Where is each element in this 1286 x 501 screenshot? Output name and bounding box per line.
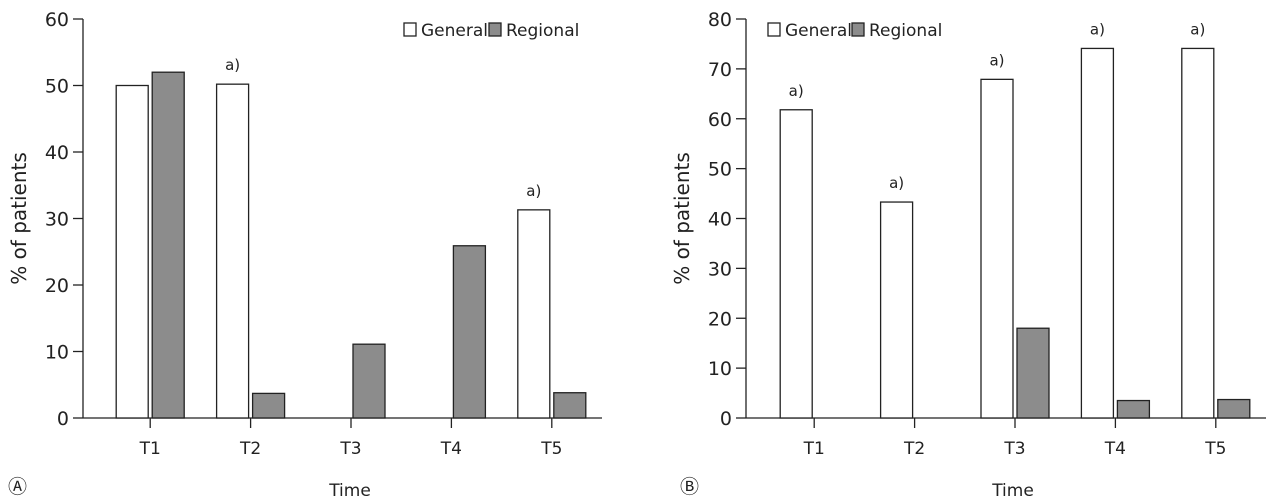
annotation-label: a) xyxy=(889,174,904,192)
annotation-label: a) xyxy=(789,82,804,100)
x-axis-title: Time xyxy=(991,481,1034,501)
annotation-label: a) xyxy=(989,51,1004,69)
y-axis-title: % of patients xyxy=(670,152,694,285)
y-tick-label: 40 xyxy=(45,142,69,164)
y-tick-label: 0 xyxy=(720,408,732,430)
x-tick-label: T2 xyxy=(903,439,925,459)
x-tick-label: T1 xyxy=(139,439,161,459)
y-tick-label: 40 xyxy=(708,209,732,231)
annotation-label: a) xyxy=(1090,20,1105,38)
legend-swatch-general xyxy=(403,22,417,37)
y-tick-label: 60 xyxy=(45,9,69,31)
y-tick-label: 60 xyxy=(708,109,732,131)
y-tick-label: 10 xyxy=(45,342,69,364)
y-tick-label: 50 xyxy=(45,76,69,98)
y-tick-label: 20 xyxy=(708,308,732,330)
legend-label-regional: Regional xyxy=(506,21,579,41)
bar-general-t4 xyxy=(1080,47,1115,419)
legend-label-general: General xyxy=(785,21,852,41)
x-axis-title: Time xyxy=(328,481,371,501)
legend-swatch-regional xyxy=(851,22,865,37)
annotation-label: a) xyxy=(526,182,541,200)
bar-regional-t3 xyxy=(352,343,386,419)
bar-regional-t5 xyxy=(553,392,587,419)
x-tick-label: T4 xyxy=(1104,439,1126,459)
bar-regional-t4 xyxy=(1116,399,1151,419)
legend-swatch-regional xyxy=(488,22,502,37)
panel-letter: Ⓐ xyxy=(8,476,27,498)
panel-letter: Ⓑ xyxy=(680,476,699,498)
annotation-label: a) xyxy=(225,56,240,74)
bar-general-t5 xyxy=(517,209,551,419)
bar-regional-t5 xyxy=(1217,398,1251,419)
legend-label-general: General xyxy=(421,21,488,41)
y-axis-title: % of patients xyxy=(7,152,31,285)
x-tick-label: T5 xyxy=(540,439,562,459)
bar-regional-t2 xyxy=(251,392,286,419)
x-tick-label: T4 xyxy=(440,439,462,459)
y-tick-label: 80 xyxy=(708,9,732,31)
annotation-label: a) xyxy=(1190,20,1205,38)
legend-swatch-general xyxy=(767,22,781,37)
chart-panel-b: 0 10 20 30 40 50 60 70 80 T1 T2 T3 T4 T5 a) a) a) a) a) Gen… xyxy=(670,9,1266,501)
x-tick-label: T2 xyxy=(239,439,261,459)
bar-regional-t1 xyxy=(151,71,185,419)
y-tick-label: 30 xyxy=(708,258,732,280)
bar-general-t5 xyxy=(1181,47,1215,419)
bar-general-t3 xyxy=(980,78,1014,419)
y-tick-label: 20 xyxy=(45,275,69,297)
x-tick-label: T3 xyxy=(339,439,361,459)
y-tick-label: 30 xyxy=(45,209,69,231)
y-tick-label: 0 xyxy=(57,408,69,430)
y-tick-label: 10 xyxy=(708,358,732,380)
x-tick-label: T5 xyxy=(1204,439,1226,459)
chart-panel-a: 0 10 20 30 40 50 60 T1 T2 T3 T4 T5 a) a) General Region… xyxy=(7,9,602,501)
bar-general-t1 xyxy=(779,109,813,419)
bar-general-t1 xyxy=(115,84,149,419)
bar-regional-t4 xyxy=(452,245,487,419)
bar-general-t2 xyxy=(215,83,250,419)
x-tick-label: T3 xyxy=(1003,439,1025,459)
bar-regional-t3 xyxy=(1016,327,1050,419)
bar-general-t2 xyxy=(879,201,914,419)
y-tick-label: 50 xyxy=(708,159,732,181)
legend-label-regional: Regional xyxy=(869,21,942,41)
y-tick-label: 70 xyxy=(708,59,732,81)
x-tick-label: T1 xyxy=(803,439,825,459)
